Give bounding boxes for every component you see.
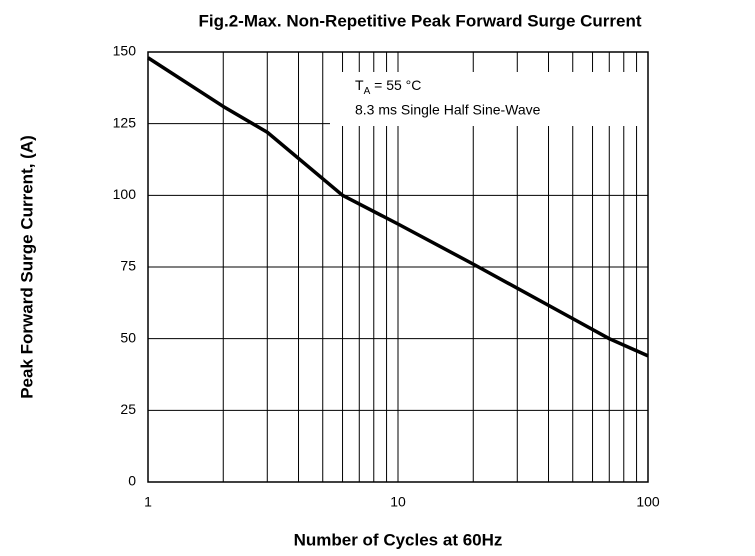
annotation-text: T <box>355 77 364 93</box>
annotation-box <box>330 72 648 126</box>
annotation-sub: A <box>364 86 371 97</box>
x-tick-label: 100 <box>636 494 660 510</box>
x-tick-label: 1 <box>144 494 152 510</box>
y-axis-label: Peak Forward Surge Current, (A) <box>17 135 36 399</box>
annotation: 8.3 ms Single Half Sine-Wave <box>355 102 541 118</box>
annotation-rest: = 55 °C <box>370 77 421 93</box>
x-tick-label: 10 <box>390 494 406 510</box>
y-tick-label: 125 <box>113 114 137 130</box>
data-line <box>147 56 649 358</box>
grid <box>147 51 649 483</box>
plot-frame <box>147 51 649 483</box>
y-tick-label: 25 <box>120 401 136 417</box>
y-tick-label: 100 <box>113 186 137 202</box>
chart-title: Fig.2-Max. Non-Repetitive Peak Forward S… <box>198 11 641 30</box>
y-tick-label: 150 <box>113 43 137 59</box>
y-tick-label: 50 <box>120 329 136 345</box>
y-tick-label: 0 <box>128 473 136 489</box>
annotation: TA = 55 °C <box>355 77 421 97</box>
y-tick-label: 75 <box>120 258 136 274</box>
plot <box>147 56 649 358</box>
x-axis-label: Number of Cycles at 60Hz <box>294 530 503 549</box>
